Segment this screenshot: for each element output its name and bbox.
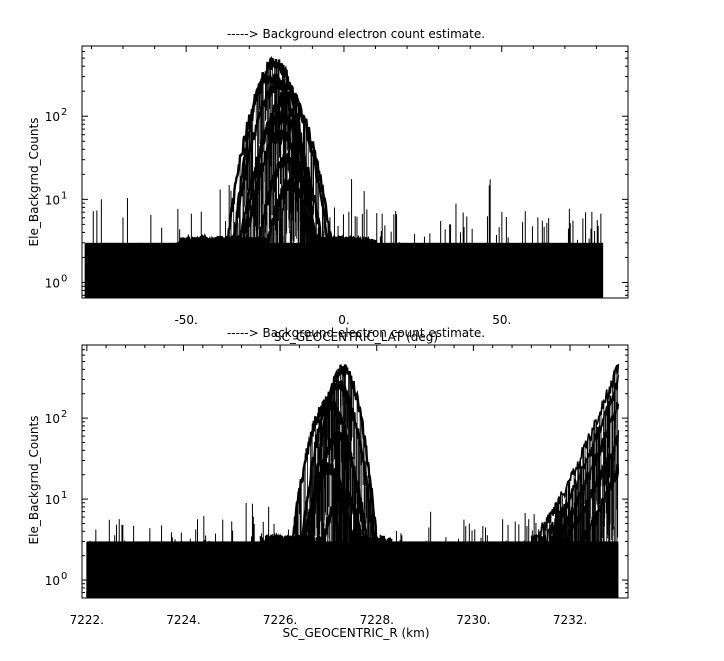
x-tick-label: 0. — [338, 313, 349, 327]
x-tick-label: 7222. — [70, 613, 104, 627]
rising-arc-spikes-4 — [579, 463, 619, 566]
x-tick-label: 7226. — [263, 613, 297, 627]
top-chart-x-axis-label: SC_GEOCENTRIC_LAT (deg) — [274, 330, 438, 344]
y-tick-exponent: 0 — [61, 571, 67, 582]
top-chart: -----> Background electron count estimat… — [27, 27, 629, 344]
x-tick-label: -50. — [174, 313, 197, 327]
y-tick-exponent: 0 — [61, 273, 67, 284]
y-tick-label: 10 — [45, 493, 60, 507]
bottom-chart: -----> Background electron count estimat… — [27, 326, 629, 640]
bottom-chart-marks — [86, 363, 620, 598]
arc-spikes-5 — [303, 489, 368, 566]
y-tick-label: 10 — [45, 276, 60, 290]
bottom-chart-title: -----> Background electron count estimat… — [227, 326, 485, 340]
top-chart-frame — [81, 45, 629, 299]
x-tick-label: 7224. — [166, 613, 200, 627]
y-tick-exponent: 1 — [61, 190, 67, 201]
bottom-chart-y-axis-label: Ele_Backgrnd_Counts — [27, 416, 41, 545]
noise-floor-band — [86, 541, 619, 598]
top-chart-marks — [84, 55, 604, 298]
x-tick-label: 7230. — [456, 613, 490, 627]
arc-spikes-7 — [249, 181, 332, 268]
bottom-chart-x-ticks: 7222. 7224. 7226. 7228. 7230. 7232. — [70, 345, 629, 627]
bottom-chart-x-axis-label: SC_GEOCENTRIC_R (km) — [283, 626, 430, 640]
bottom-chart-frame — [81, 344, 629, 599]
top-chart-title: -----> Background electron count estimat… — [227, 27, 485, 41]
y-tick-exponent: 2 — [61, 409, 67, 420]
y-tick-label: 10 — [45, 574, 60, 588]
y-tick-label: 10 — [45, 110, 60, 124]
y-tick-label: 10 — [45, 412, 60, 426]
x-tick-label: 50. — [492, 313, 511, 327]
y-tick-exponent: 2 — [61, 107, 67, 118]
x-tick-label: 7232. — [553, 613, 587, 627]
y-tick-label: 10 — [45, 193, 60, 207]
y-tick-exponent: 1 — [61, 490, 67, 501]
rising-arc-2 — [549, 401, 620, 549]
x-tick-label: 7228. — [360, 613, 394, 627]
top-chart-y-axis-label: Ele_Backgrnd_Counts — [27, 118, 41, 247]
